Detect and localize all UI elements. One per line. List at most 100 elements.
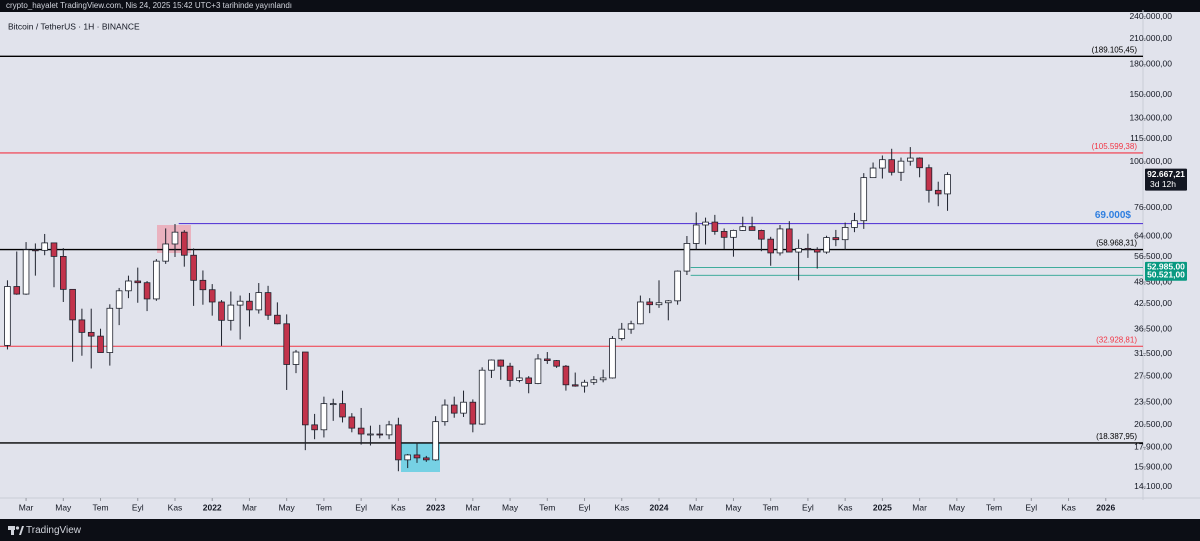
x-tick-label: Tem bbox=[539, 502, 555, 512]
x-tick-label: Mar bbox=[242, 502, 257, 512]
level-label: (32.928,81) bbox=[1096, 335, 1137, 344]
candle-body bbox=[60, 255, 67, 290]
candle-body bbox=[348, 416, 356, 429]
y-tick-label: 36.500,00 bbox=[1134, 323, 1172, 333]
price-tag-label: 52.985,00 bbox=[1147, 262, 1185, 272]
level-label: (58.968,31) bbox=[1096, 239, 1137, 248]
candle-body bbox=[478, 369, 486, 425]
candle-body bbox=[227, 304, 235, 321]
candle-body bbox=[916, 157, 923, 169]
x-tick-label: Eyl bbox=[802, 502, 814, 512]
candle-body bbox=[544, 358, 551, 361]
candle-body bbox=[525, 377, 532, 384]
x-tick-label: Mar bbox=[912, 502, 927, 512]
y-tick-label: 56.500,00 bbox=[1134, 251, 1172, 261]
x-tick-label: Kas bbox=[1061, 502, 1076, 512]
y-tick-label: 180.000,00 bbox=[1129, 59, 1172, 69]
candle-body bbox=[357, 427, 365, 435]
candle-body bbox=[450, 404, 458, 414]
candle-body bbox=[609, 338, 616, 379]
candle-body bbox=[162, 243, 169, 262]
candle-body bbox=[143, 282, 151, 300]
candle-body bbox=[441, 404, 449, 423]
candle-body bbox=[106, 307, 114, 353]
brand-name: TradingView bbox=[26, 525, 82, 536]
level-label: 69.000$ bbox=[1095, 210, 1132, 221]
candle-body bbox=[339, 403, 346, 418]
candle-body bbox=[302, 351, 309, 426]
header-text: crypto_hayalet TradingView.com, Nis 24, … bbox=[6, 1, 292, 10]
y-tick-label: 240.000,00 bbox=[1129, 11, 1172, 21]
x-tick-label: Mar bbox=[689, 502, 704, 512]
candle-body bbox=[925, 167, 933, 191]
y-tick-label: 210.000,00 bbox=[1129, 33, 1172, 43]
candle-body bbox=[469, 401, 477, 425]
candle-body bbox=[171, 231, 179, 245]
candle-body bbox=[460, 401, 467, 414]
y-tick-label: 48.500,00 bbox=[1134, 276, 1172, 286]
candle-body bbox=[32, 249, 39, 252]
candle-body bbox=[776, 228, 784, 254]
y-tick-label: 17.900,00 bbox=[1134, 442, 1172, 452]
candle-body bbox=[246, 300, 253, 311]
candle-body bbox=[692, 224, 700, 244]
candle-body bbox=[730, 230, 737, 238]
candle-body bbox=[22, 249, 30, 295]
y-tick-label: 76.000,00 bbox=[1134, 202, 1172, 212]
candle-body bbox=[720, 231, 728, 238]
candle-body bbox=[590, 379, 598, 383]
y-tick-label: 27.500,00 bbox=[1134, 370, 1172, 380]
header-bar bbox=[0, 0, 1200, 12]
candle-body bbox=[125, 280, 132, 292]
candle-body bbox=[97, 335, 104, 353]
x-tick-label: Eyl bbox=[132, 502, 144, 512]
candle-body bbox=[897, 160, 905, 173]
x-tick-label: Tem bbox=[92, 502, 108, 512]
candle-body bbox=[758, 230, 765, 240]
y-tick-label: 31.500,00 bbox=[1134, 348, 1172, 358]
candle-body bbox=[944, 174, 951, 195]
x-tick-label: Mar bbox=[19, 502, 34, 512]
y-tick-label: 42.500,00 bbox=[1134, 298, 1172, 308]
x-tick-label: 2026 bbox=[1096, 502, 1115, 512]
candle-body bbox=[934, 189, 942, 195]
candle-body bbox=[851, 220, 858, 228]
candle-body bbox=[823, 237, 830, 253]
candle-body bbox=[748, 226, 756, 231]
candle-body bbox=[69, 288, 76, 321]
candle-body bbox=[134, 280, 142, 284]
x-tick-label: May bbox=[55, 502, 72, 512]
last-price-label: 92.667,21 bbox=[1147, 169, 1185, 179]
y-tick-label: 23.500,00 bbox=[1134, 396, 1172, 406]
candle-body bbox=[320, 403, 328, 431]
x-tick-label: Eyl bbox=[579, 502, 591, 512]
candle-body bbox=[199, 279, 207, 291]
candle-body bbox=[832, 237, 840, 241]
candle-body bbox=[655, 302, 663, 306]
plot-area: 240.000,00 210.000,00 180.000,00 150.000,00… bbox=[0, 11, 1187, 512]
x-tick-label: May bbox=[725, 502, 742, 512]
y-tick-label: 150.000,00 bbox=[1129, 89, 1172, 99]
y-tick-label: 130.000,00 bbox=[1129, 113, 1172, 123]
candle-body bbox=[292, 351, 300, 365]
candle-body bbox=[888, 159, 895, 173]
candle-body bbox=[385, 424, 393, 436]
candle-body bbox=[581, 381, 588, 387]
x-tick-label: 2022 bbox=[203, 502, 222, 512]
candle-body bbox=[376, 433, 384, 436]
x-tick-label: Kas bbox=[838, 502, 853, 512]
y-tick-label: 15.900,00 bbox=[1134, 461, 1172, 471]
candle-body bbox=[767, 238, 774, 254]
candle-body bbox=[190, 254, 197, 281]
x-tick-label: Kas bbox=[614, 502, 629, 512]
candle-body bbox=[674, 270, 681, 302]
candle-body bbox=[627, 323, 635, 330]
level-label: (189.105,45) bbox=[1092, 45, 1138, 54]
price-tag bbox=[1145, 269, 1187, 281]
candle-body bbox=[907, 157, 914, 162]
candle-body bbox=[423, 457, 430, 461]
x-tick-label: Eyl bbox=[355, 502, 367, 512]
x-tick-label: Tem bbox=[986, 502, 1002, 512]
